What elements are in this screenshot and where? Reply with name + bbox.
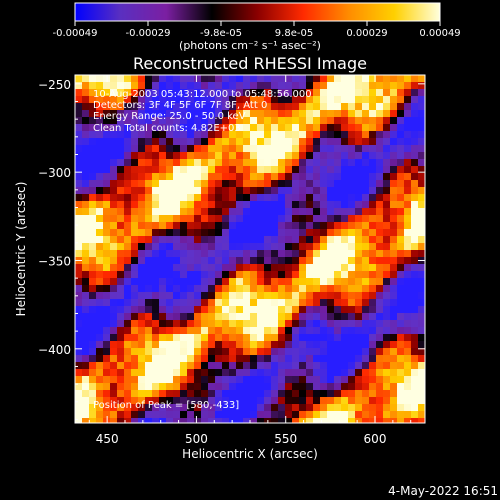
colorbar-tick-label: 0.00029	[346, 28, 387, 39]
info-time-range: 10-Aug-2003 05:43:12.000 to 05:48:56.000	[93, 89, 312, 100]
image-info: 10-Aug-2003 05:43:12.000 to 05:48:56.000…	[93, 89, 312, 134]
x-tick-label: 500	[185, 432, 208, 446]
x-axis-label: Heliocentric X (arcsec)	[182, 447, 318, 461]
info-energy: Energy Range: 25.0 - 50.0 keV	[93, 111, 246, 122]
colorbar-tick-label: -9.8e-05	[200, 28, 242, 39]
y-tick-label: −400	[38, 343, 71, 357]
info-detectors: Detectors: 3F 4F 5F 6F 7F 8F, Att 0	[93, 100, 267, 111]
colorbar-tick-label: -0.00049	[53, 28, 98, 39]
colorbar-gradient	[74, 2, 441, 22]
y-axis-label: Heliocentric Y (arcsec)	[14, 182, 28, 317]
y-tick-label: −300	[38, 166, 71, 180]
colorbar: -0.00049 -0.00029 -9.8e-05 9.8e-05 0.00029 0.…	[53, 2, 461, 52]
peak-position: Position of Peak = [580,-433]	[93, 400, 239, 411]
y-tick-label: −350	[38, 254, 71, 268]
x-axis: 450 500 550 600	[88, 75, 412, 446]
colorbar-units-label: (photons cm⁻² s⁻¹ asec⁻²)	[179, 39, 321, 52]
x-tick-label: 450	[96, 432, 119, 446]
info-clean: Clean Total counts: 4.82E+03	[93, 123, 241, 134]
timestamp: 4-May-2022 16:51	[388, 484, 498, 498]
colorbar-ticks: -0.00049 -0.00029 -9.8e-05 9.8e-05 0.00029 0.…	[53, 21, 461, 39]
colorbar-tick-label: 9.8e-05	[275, 28, 313, 39]
plot-title: Reconstructed RHESSI Image	[133, 54, 367, 73]
reconstructed-image	[75, 75, 425, 423]
colorbar-tick-label: 0.00049	[419, 28, 460, 39]
y-tick-label: −250	[38, 78, 71, 92]
x-tick-label: 600	[364, 432, 387, 446]
colorbar-tick-label: -0.00029	[126, 28, 171, 39]
x-tick-label: 550	[274, 432, 297, 446]
y-axis: −250 −300 −350 −400	[38, 78, 425, 420]
